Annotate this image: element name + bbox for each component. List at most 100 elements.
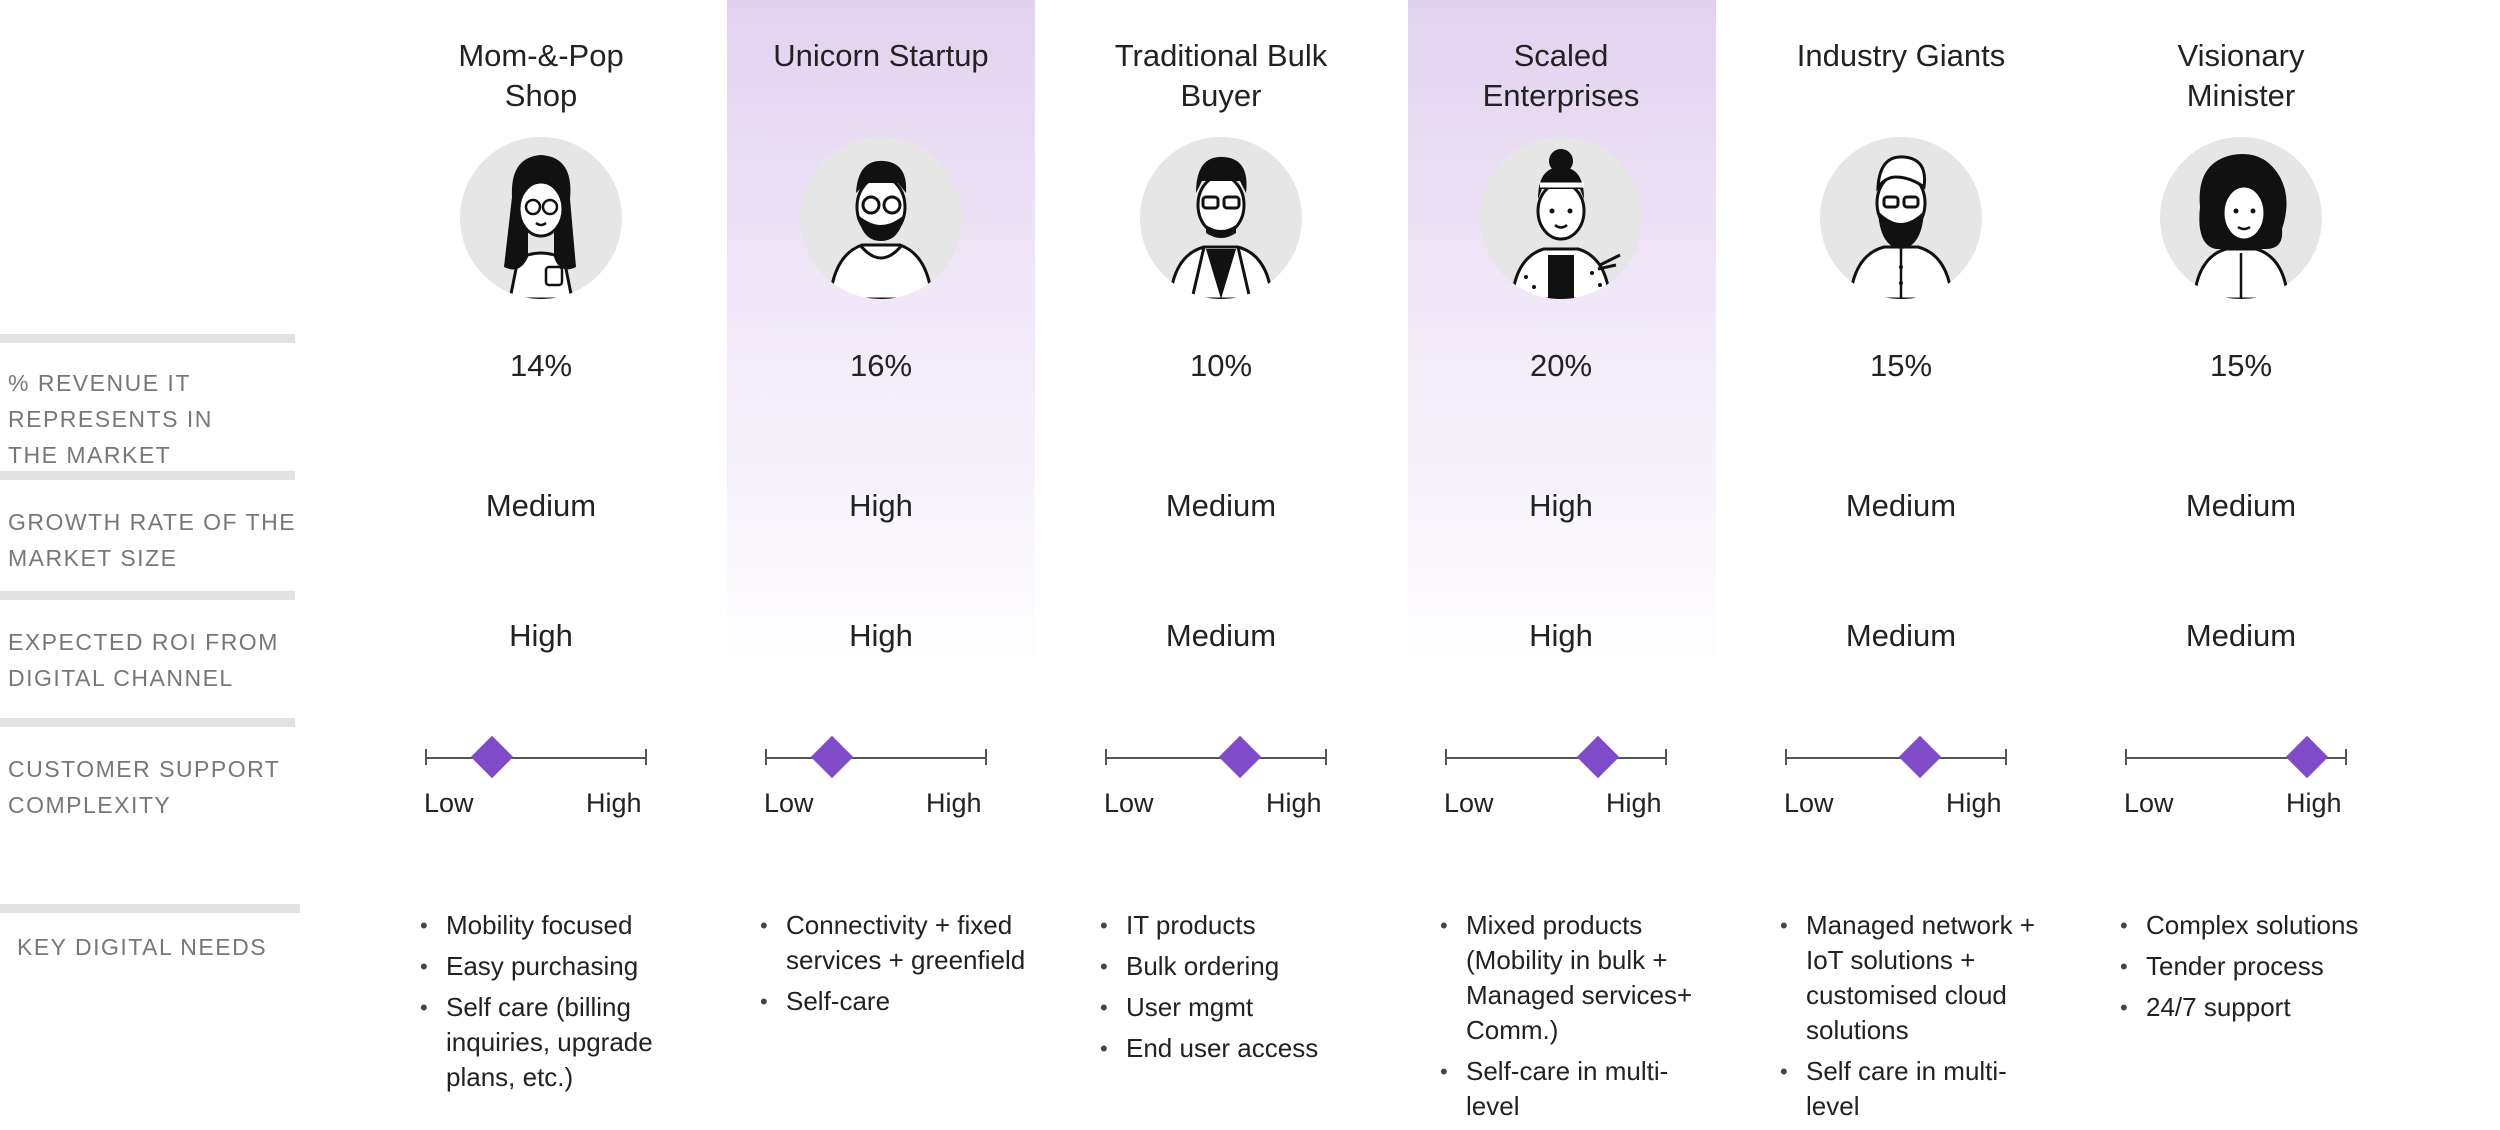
support-complexity-slider [1731,735,2071,779]
slider-marker-diamond [470,735,513,779]
man-beard-hoodie-avatar-icon [828,160,934,299]
row-label-needs: KEY DIGITAL NEEDS [0,904,300,965]
row-label-line: COMPLEXITY [8,792,172,818]
list-item: 24/7 support [2120,990,2396,1025]
row-divider [0,334,295,343]
slider-track [1445,757,1667,759]
key-digital-needs-list: IT products Bulk ordering User mgmt End use… [1088,908,1376,1072]
segment-title: Unicorn Startup [711,36,1051,76]
slider-high-label: High [926,788,982,818]
revenue-value: 10% [1189,348,1253,383]
key-digital-needs-list: Mobility focused Easy purchasing Self care… [408,908,696,1101]
segment-title-line: Mom-&-Pop [458,38,624,73]
row-label-line: EXPECTED ROI FROM [8,629,279,655]
row-label-support: CUSTOMER SUPPORT COMPLEXITY [0,718,300,823]
avatar [1480,137,1642,299]
key-digital-needs-list: Managed network + IoT solutions + custom… [1768,908,2056,1130]
segment-column: Scaled Enterprises 20% High High Low High Mixe… [1391,0,1731,1121]
avatar [1820,137,1982,299]
row-label-line: REPRESENTS IN [8,406,213,432]
roi-value: High [509,618,573,653]
slider-tick [645,749,647,765]
slider-tick [765,749,767,765]
growth-rate-value: High [849,488,913,523]
highlight-column-unicorn-startup [727,0,1035,680]
revenue-value: 20% [1529,348,1593,383]
slider-low-label: Low [1104,788,1154,818]
slider-track [765,757,987,759]
list-item: End user access [1100,1031,1376,1066]
list-item: Connectivity + fixed services + greenfie… [760,908,1061,978]
list-item: Mobility focused [420,908,696,943]
list-item: Self care in multi-level [1780,1054,2056,1124]
slider-track [1105,757,1327,759]
slider-tick [1445,749,1447,765]
man-beard-shirt-avatar-icon [1848,155,1954,299]
woman-headband-pointing-avatar-icon [1510,149,1621,299]
slider-tick [1665,749,1667,765]
segment-title-line: Enterprises [1482,78,1640,113]
key-digital-needs-list: Complex solutions Tender process 24/7 supp… [2108,908,2396,1031]
segment-title-line: Industry Giants [1796,38,2006,73]
revenue-value: 14% [509,348,573,383]
row-label-line: THE MARKET [8,442,172,468]
row-divider [0,718,295,727]
row-label-growth: GROWTH RATE OF THE MARKET SIZE [0,471,300,576]
slider-low-label: Low [1444,788,1494,818]
segment-title-line: Buyer [1180,78,1262,113]
segment-title-line: Shop [504,78,578,113]
avatar [800,137,962,299]
list-item: Tender process [2120,949,2396,984]
segment-title-line: Traditional Bulk [1114,38,1328,73]
slider-high-label: High [586,788,642,818]
roi-value: Medium [1845,618,1957,653]
slider-tick [425,749,427,765]
row-label-line: KEY DIGITAL NEEDS [17,934,268,960]
segment-title-line: Minister [2186,78,2296,113]
revenue-value: 15% [2209,348,2273,383]
growth-rate-value: Medium [2185,488,2297,523]
slider-tick [2345,749,2347,765]
list-item: Bulk ordering [1100,949,1376,984]
row-label-line: GROWTH RATE OF THE [8,509,297,535]
slider-marker-diamond [810,735,853,779]
segment-column: Industry Giants 15% Medium Medium Low High Ma… [1731,0,2071,1121]
roi-value: Medium [1165,618,1277,653]
list-item: Self care (billing inquiries, upgrade pl… [420,990,696,1095]
slider-tick [2005,749,2007,765]
avatar [1140,137,1302,299]
support-complexity-slider [1391,735,1731,779]
list-item: Managed network + IoT solutions + custom… [1780,908,2056,1048]
slider-high-label: High [1266,788,1322,818]
row-label-line: CUSTOMER SUPPORT [8,756,281,782]
segment-title-line: Unicorn Startup [773,38,989,73]
slider-marker-diamond [2285,735,2329,779]
slider-high-label: High [1606,788,1662,818]
key-digital-needs-list: Connectivity + fixed services + greenfie… [748,908,1061,1025]
slider-low-label: Low [2124,788,2174,818]
segment-title: Industry Giants [1731,36,2071,76]
slider-track [2125,757,2347,759]
growth-rate-value: Medium [1845,488,1957,523]
revenue-value: 15% [1869,348,1933,383]
list-item: Self-care [760,984,1061,1019]
revenue-value: 16% [849,348,913,383]
list-item: Easy purchasing [420,949,696,984]
row-label-revenue: % REVENUE IT REPRESENTS IN THE MARKET [0,334,300,473]
row-label-roi: EXPECTED ROI FROM DIGITAL CHANNEL [0,591,300,696]
roi-value: Medium [2185,618,2297,653]
slider-tick [1105,749,1107,765]
segment-column: Visionary Minister 15% Medium Medium Low High… [2071,0,2411,1095]
key-digital-needs-list: Mixed products (Mobility in bulk + Manag… [1428,908,1716,1130]
segment-title: Visionary Minister [2071,36,2411,116]
slider-low-label: Low [764,788,814,818]
slider-tick [1325,749,1327,765]
avatar [2160,137,2322,299]
row-divider [0,591,295,600]
list-item: Complex solutions [2120,908,2396,943]
support-complexity-slider [2071,735,2411,779]
slider-tick [1785,749,1787,765]
roi-value: High [1529,618,1593,653]
slider-low-label: Low [424,788,474,818]
growth-rate-value: High [1529,488,1593,523]
